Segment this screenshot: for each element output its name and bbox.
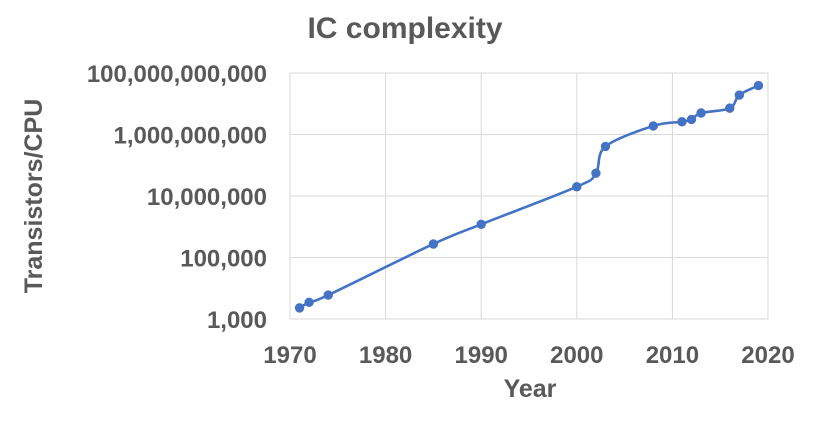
y-tick-label: 10,000,000 bbox=[147, 184, 267, 211]
data-point bbox=[304, 297, 314, 307]
data-point bbox=[294, 303, 305, 313]
data-points bbox=[294, 80, 764, 313]
y-axis-title: Transistors/CPU bbox=[20, 99, 48, 294]
x-tick-label: 2010 bbox=[646, 342, 699, 369]
x-axis-title: Year bbox=[504, 375, 557, 403]
x-tick-label: 2000 bbox=[550, 342, 603, 369]
data-point bbox=[476, 219, 486, 230]
data-point bbox=[686, 114, 697, 125]
data-point bbox=[572, 182, 582, 192]
x-tick-label: 2020 bbox=[741, 342, 794, 369]
data-point bbox=[648, 121, 658, 131]
data-point bbox=[591, 168, 601, 178]
gridlines bbox=[289, 72, 769, 320]
x-tick-label: 1980 bbox=[359, 342, 412, 369]
y-axis-tick-labels: 1,000 100,000 10,000,000 1,000,000,000 100,0… bbox=[87, 61, 267, 334]
x-tick-label: 1970 bbox=[263, 342, 316, 369]
data-point bbox=[696, 108, 706, 118]
series-line bbox=[298, 84, 760, 310]
series-line-layer bbox=[298, 84, 760, 310]
y-tick-label: 100,000 bbox=[180, 246, 267, 273]
data-point bbox=[428, 239, 439, 249]
y-tick-label: 1,000,000,000 bbox=[114, 123, 267, 150]
data-point bbox=[725, 103, 735, 113]
data-point bbox=[600, 141, 611, 152]
x-tick-label: 1990 bbox=[455, 342, 508, 369]
x-axis-tick-labels: 1970 1980 1990 2000 2010 2020 bbox=[263, 342, 794, 369]
data-point bbox=[734, 90, 745, 100]
y-tick-label: 1,000 bbox=[207, 307, 267, 334]
data-point bbox=[323, 290, 333, 300]
data-point bbox=[753, 80, 764, 91]
chart-title: IC complexity bbox=[307, 12, 502, 45]
data-point bbox=[677, 117, 687, 127]
y-tick-label: 100,000,000,000 bbox=[87, 61, 267, 88]
